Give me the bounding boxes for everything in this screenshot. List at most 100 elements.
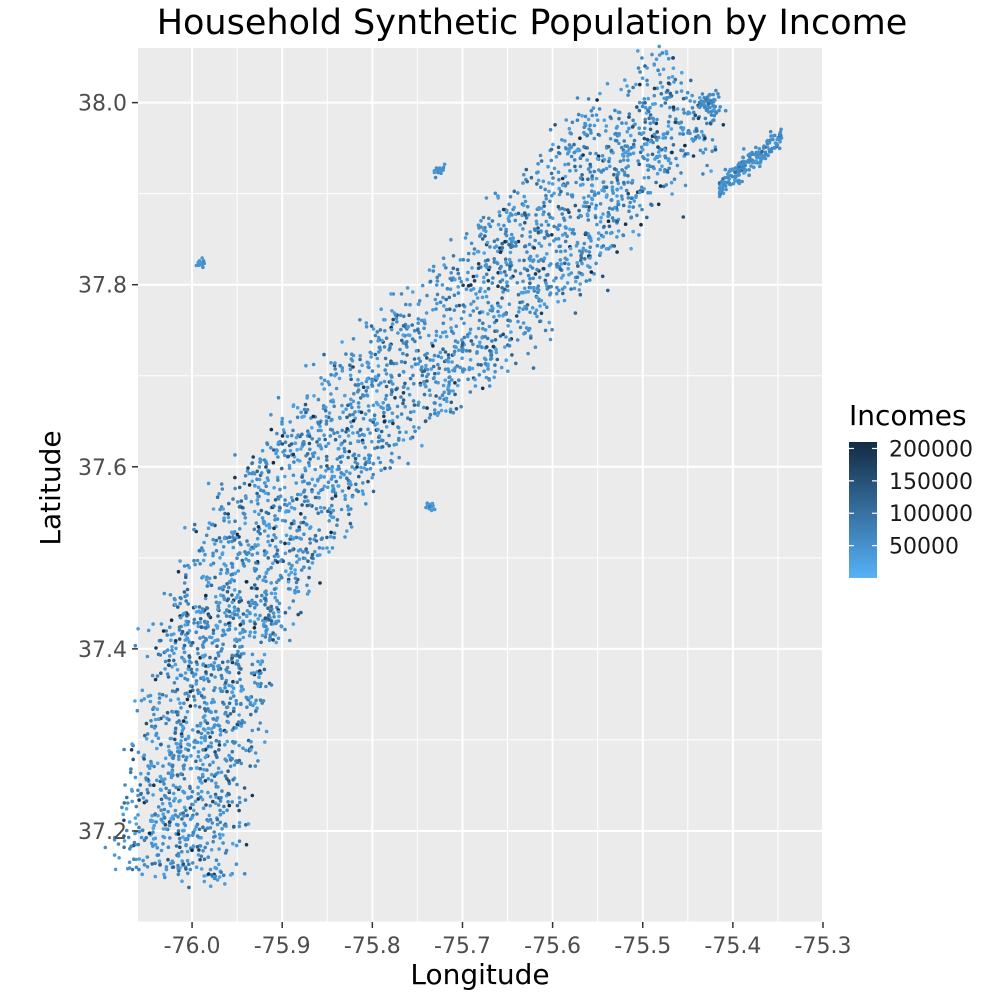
data-point <box>582 241 587 246</box>
data-point <box>729 173 733 178</box>
data-point <box>592 169 597 174</box>
data-point <box>422 318 427 323</box>
data-point <box>478 340 482 345</box>
data-point <box>224 614 229 618</box>
data-point <box>449 271 454 275</box>
data-point <box>679 171 683 175</box>
data-point <box>230 653 234 658</box>
data-point <box>204 577 209 582</box>
data-point <box>275 548 280 552</box>
data-point <box>638 203 642 208</box>
data-point <box>200 256 204 260</box>
data-point <box>180 629 185 634</box>
data-point <box>344 407 348 412</box>
data-point <box>503 345 507 349</box>
data-point <box>399 359 404 364</box>
data-point <box>584 279 589 283</box>
data-point <box>384 372 389 376</box>
data-point <box>629 246 633 251</box>
data-point <box>640 104 645 109</box>
data-point <box>329 373 333 377</box>
data-point <box>422 369 427 373</box>
data-point <box>376 456 381 460</box>
data-point <box>528 281 532 286</box>
data-point <box>244 496 248 501</box>
data-point <box>192 698 197 702</box>
data-point <box>210 641 215 645</box>
data-point <box>258 460 262 464</box>
data-point <box>268 543 272 548</box>
data-point <box>299 537 304 541</box>
data-point <box>661 136 665 140</box>
data-point <box>592 123 597 128</box>
data-point <box>204 670 208 674</box>
data-point <box>224 824 228 828</box>
data-point <box>504 227 508 232</box>
data-point <box>185 691 189 695</box>
data-point <box>497 314 502 318</box>
data-point <box>438 403 443 407</box>
data-point <box>650 52 654 57</box>
data-point <box>340 403 344 408</box>
data-point <box>454 304 459 308</box>
data-point <box>272 554 277 559</box>
data-point <box>319 428 323 433</box>
data-point <box>198 620 202 625</box>
data-point <box>193 605 198 609</box>
data-point <box>556 299 560 304</box>
data-point <box>552 191 556 196</box>
data-point <box>271 611 276 615</box>
data-point <box>520 213 524 217</box>
data-point <box>145 732 150 736</box>
data-point <box>234 596 239 600</box>
data-point <box>145 787 149 792</box>
data-point <box>327 519 332 523</box>
data-point <box>525 268 530 273</box>
data-point <box>169 633 174 637</box>
data-point <box>203 653 207 657</box>
data-point <box>604 195 609 199</box>
data-point <box>756 150 761 155</box>
data-point <box>302 532 306 536</box>
data-point <box>456 340 460 345</box>
data-point <box>389 359 393 364</box>
data-point <box>355 465 359 469</box>
data-point <box>196 853 201 857</box>
data-point <box>333 367 338 371</box>
data-point <box>201 574 206 579</box>
data-point <box>147 831 152 835</box>
data-point <box>632 138 637 143</box>
data-point <box>701 172 705 176</box>
data-point <box>587 208 591 212</box>
data-point <box>346 508 351 512</box>
data-point <box>514 314 519 318</box>
data-point <box>187 629 192 633</box>
data-point <box>221 642 225 647</box>
data-point <box>225 739 229 744</box>
data-point <box>471 287 476 291</box>
data-point <box>490 219 495 223</box>
data-point <box>339 471 344 475</box>
data-point <box>449 326 453 330</box>
data-point <box>598 202 603 206</box>
data-point <box>203 734 207 739</box>
data-point <box>167 658 171 663</box>
data-point <box>256 727 261 731</box>
data-point <box>648 164 652 169</box>
data-point <box>618 159 623 164</box>
data-point <box>222 804 226 809</box>
data-point <box>685 112 690 116</box>
data-point <box>221 628 225 633</box>
data-point <box>476 250 481 254</box>
data-point <box>324 454 329 459</box>
data-point <box>356 405 361 409</box>
data-point <box>597 107 602 111</box>
data-point <box>512 189 517 194</box>
data-point <box>200 643 205 647</box>
data-point <box>339 507 344 512</box>
data-point <box>167 654 172 658</box>
data-point <box>343 535 347 539</box>
data-point <box>612 244 617 248</box>
data-point <box>231 694 236 698</box>
data-point <box>211 537 215 542</box>
